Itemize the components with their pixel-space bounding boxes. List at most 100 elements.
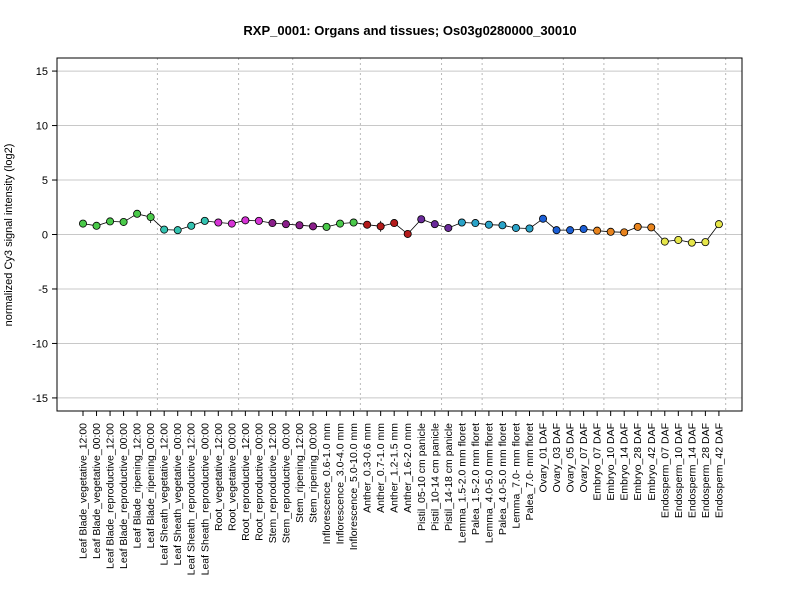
x-tick-label: Leaf Blade_ripening_00:00 (145, 423, 157, 549)
data-point (593, 226, 602, 235)
data-point (511, 223, 520, 232)
x-tick-label: Leaf Blade_reproductive_00:00 (118, 423, 130, 569)
y-tick-label: -15 (32, 393, 48, 405)
y-tick-label: 0 (42, 230, 48, 242)
data-point (281, 220, 290, 229)
data-point (79, 219, 88, 228)
data-point (309, 222, 318, 231)
plot-frame (56, 57, 743, 412)
x-tick-label: Anther_1.6-2.0 mm (402, 423, 414, 513)
x-tick-label: Anther_1.2-1.5 mm (389, 423, 401, 513)
x-tick-label: Leaf Sheath_vegetative_12:00 (159, 423, 171, 566)
data-point (254, 216, 263, 225)
x-tick-label: Root_reproductive_12:00 (240, 423, 252, 541)
x-tick-label: Endosperm_14 DAF (686, 423, 698, 518)
x-tick-label: Embryo_07 DAF (592, 423, 604, 501)
x-tick-label: Leaf Blade_ripening_12:00 (132, 423, 144, 549)
x-tick-label: Endosperm_10 DAF (673, 423, 685, 518)
x-tick-label: Leaf Sheath_reproductive_00:00 (199, 423, 211, 576)
data-point (552, 226, 561, 235)
x-tick-label: Root_vegetative_12:00 (213, 423, 225, 531)
data-point (200, 216, 209, 225)
data-point (566, 226, 575, 235)
data-point (92, 221, 101, 230)
x-tick-label: Palea_1.5-2.0 mm floret (470, 423, 482, 535)
data-point (457, 218, 466, 227)
x-tick-label: Root_vegetative_00:00 (226, 423, 238, 531)
y-tick-label: 5 (42, 175, 48, 187)
y-tick-label: -10 (32, 338, 48, 350)
data-point (471, 219, 480, 228)
x-tick-label: Anther_0.7-1.0 mm (375, 423, 387, 513)
data-point (660, 237, 669, 246)
data-point (336, 219, 345, 228)
y-tick-label: 10 (36, 121, 48, 133)
x-tick-label: Leaf Blade_vegetative_12:00 (78, 423, 90, 559)
data-point (417, 215, 426, 224)
x-tick-label: Stem_reproductive_12:00 (267, 423, 279, 543)
data-point (525, 224, 534, 233)
grid-lines (57, 58, 742, 411)
y-axis-label: normalized Cy3 signal intensity (log2) (3, 144, 15, 327)
data-point (714, 220, 723, 229)
x-tick-label: Stem_ripening_00:00 (308, 423, 320, 523)
data-point (390, 219, 399, 228)
data-point (268, 219, 277, 228)
x-tick-label: Pistil_14-18 cm panicle (443, 423, 455, 531)
data-point (498, 221, 507, 230)
data-point (349, 218, 358, 227)
x-tick-label: Lemma_7.0- mm floret (511, 423, 523, 529)
x-tick-label: Embryo_14 DAF (619, 423, 631, 501)
data-point (430, 220, 439, 229)
x-tick-label: Inflorescence_5.0-10.0 mm (348, 423, 360, 550)
data-point (214, 218, 223, 227)
data-point (701, 238, 710, 247)
x-tick-label: Root_reproductive_00:00 (253, 423, 265, 541)
data-point (647, 223, 656, 232)
x-tick-label: Leaf Blade_reproductive_12:00 (105, 423, 117, 569)
data-point (403, 229, 412, 238)
data-point (173, 226, 182, 235)
data-point (295, 221, 304, 230)
x-tick-label: Stem_ripening_12:00 (294, 423, 306, 523)
y-tick-label: -5 (38, 284, 48, 296)
data-point (539, 214, 548, 223)
data-point (444, 223, 453, 232)
data-point (119, 217, 128, 226)
data-point (227, 219, 236, 228)
x-tick-label: Anther_0.3-0.6 mm (362, 423, 374, 513)
x-tick-label: Lemma_4.0-5.0 mm floret (483, 423, 495, 543)
x-tick-label: Endosperm_28 DAF (700, 423, 712, 518)
data-series (79, 209, 723, 247)
x-tick-label: Palea_4.0-5.0 mm floret (497, 423, 509, 535)
x-tick-label: Ovary_01 DAF (538, 423, 550, 492)
data-point (187, 221, 196, 230)
x-tick-label: Embryo_10 DAF (605, 423, 617, 501)
x-tick-label: Leaf Sheath_reproductive_12:00 (186, 423, 198, 576)
x-tick-label: Endosperm_42 DAF (713, 423, 725, 518)
data-point (241, 216, 250, 225)
x-tick-label: Pistil_10-14 cm panicle (429, 423, 441, 531)
data-point (620, 228, 629, 237)
y-tick-label: 15 (36, 66, 48, 78)
x-tick-label: Embryo_42 DAF (646, 423, 658, 501)
x-tick-label: Ovary_03 DAF (551, 423, 563, 492)
data-point (322, 222, 331, 231)
data-point (484, 220, 493, 229)
data-point (687, 238, 696, 247)
data-point (376, 222, 385, 231)
data-point (579, 225, 588, 234)
x-tick-label: Embryo_28 DAF (632, 423, 644, 501)
data-point (633, 222, 642, 231)
x-tick-label: Pistil_05-10 cm panicle (416, 423, 428, 531)
x-tick-label: Ovary_05 DAF (565, 423, 577, 492)
x-tick-label: Palea_7.0- mm floret (524, 423, 536, 521)
x-tick-label: Inflorescence_3.0-4.0 mm (335, 423, 347, 545)
data-point (146, 213, 155, 222)
x-tick-label: Lemma_1.5-2.0 mm floret (456, 423, 468, 543)
x-tick-label: Endosperm_07 DAF (659, 423, 671, 518)
chart-title: RXP_0001: Organs and tissues; Os03g02800… (243, 23, 576, 38)
data-point (606, 227, 615, 236)
x-tick-label: Inflorescence_0.6-1.0 mm (321, 423, 333, 545)
